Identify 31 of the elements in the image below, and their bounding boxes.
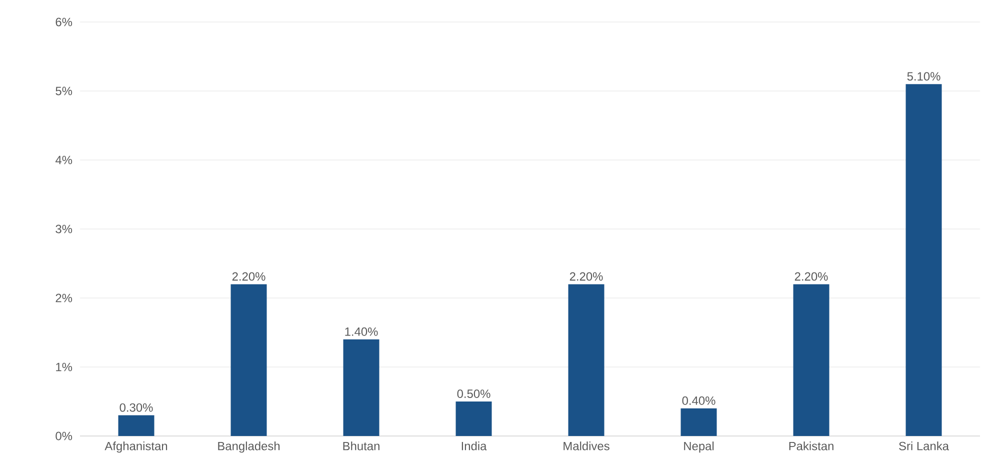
y-tick-label: 2% — [56, 294, 72, 302]
y-tick-label: 3% — [56, 224, 72, 234]
x-tick-label: Bhutan — [343, 442, 380, 450]
x-tick-label: Pakistan — [789, 442, 834, 450]
bar — [118, 415, 154, 436]
x-tick-label: Afghanistan — [104, 442, 168, 453]
data-label: 0.30% — [120, 403, 153, 412]
x-tick-label: Bangladesh — [218, 442, 280, 453]
data-label: 5.10% — [907, 72, 940, 81]
x-tick-label: Sri Lanka — [899, 442, 949, 450]
bar — [793, 284, 830, 436]
bar — [230, 284, 267, 436]
bar — [456, 402, 492, 436]
x-tick-label: Nepal — [684, 442, 714, 453]
bar — [568, 284, 604, 436]
data-label: 2.20% — [232, 272, 266, 281]
data-label: 0.50% — [457, 390, 490, 398]
data-label: 1.40% — [345, 327, 378, 336]
y-tick-label: 0% — [56, 432, 72, 440]
y-tick-label: 6% — [56, 18, 72, 26]
x-tick-label: India — [462, 442, 487, 450]
bar — [680, 408, 717, 436]
bar — [343, 339, 380, 436]
y-tick-label: 5% — [56, 86, 72, 96]
bar — [906, 84, 942, 436]
y-tick-label: 4% — [55, 156, 72, 164]
data-label: 0.40% — [682, 396, 716, 405]
x-tick-label: Maldives — [564, 442, 610, 450]
y-tick-label: 1% — [56, 362, 72, 372]
data-label: 2.20% — [570, 272, 603, 281]
data-label: 2.20% — [794, 272, 828, 281]
